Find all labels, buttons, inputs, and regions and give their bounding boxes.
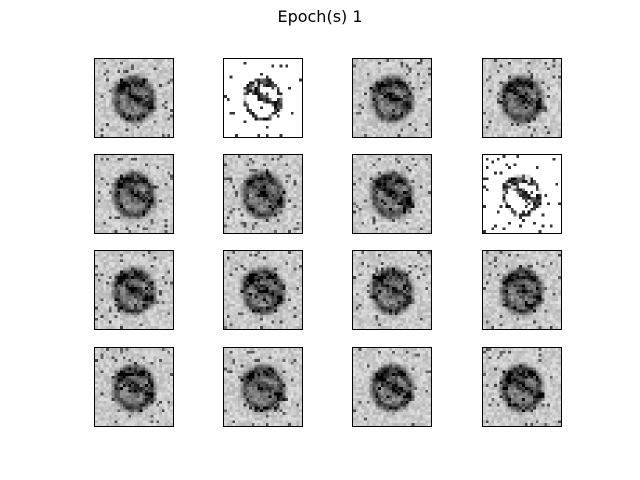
sample-image bbox=[94, 347, 174, 427]
sample-image-pixels bbox=[483, 348, 561, 426]
sample-image-pixels bbox=[353, 348, 431, 426]
sample-image bbox=[482, 347, 562, 427]
figure-title: Epoch(s) 1 bbox=[277, 7, 363, 26]
sample-image-pixels bbox=[95, 348, 173, 426]
sample-image-pixels bbox=[483, 155, 561, 233]
sample-image bbox=[482, 154, 562, 234]
sample-image bbox=[94, 58, 174, 138]
sample-image-pixels bbox=[353, 155, 431, 233]
sample-image bbox=[223, 58, 303, 138]
sample-image-pixels bbox=[224, 251, 302, 329]
sample-image-pixels bbox=[224, 59, 302, 137]
sample-image bbox=[482, 58, 562, 138]
sample-image bbox=[223, 154, 303, 234]
sample-image bbox=[94, 250, 174, 330]
sample-image-pixels bbox=[95, 251, 173, 329]
sample-image-pixels bbox=[224, 348, 302, 426]
sample-image bbox=[94, 154, 174, 234]
sample-image bbox=[352, 347, 432, 427]
sample-image-pixels bbox=[95, 155, 173, 233]
sample-image bbox=[223, 250, 303, 330]
sample-image bbox=[352, 154, 432, 234]
sample-image-pixels bbox=[224, 155, 302, 233]
sample-image-pixels bbox=[95, 59, 173, 137]
sample-image bbox=[482, 250, 562, 330]
sample-image-pixels bbox=[353, 251, 431, 329]
sample-image-pixels bbox=[483, 59, 561, 137]
sample-image bbox=[223, 347, 303, 427]
sample-image bbox=[352, 58, 432, 138]
sample-image-pixels bbox=[483, 251, 561, 329]
sample-image bbox=[352, 250, 432, 330]
sample-image-pixels bbox=[353, 59, 431, 137]
